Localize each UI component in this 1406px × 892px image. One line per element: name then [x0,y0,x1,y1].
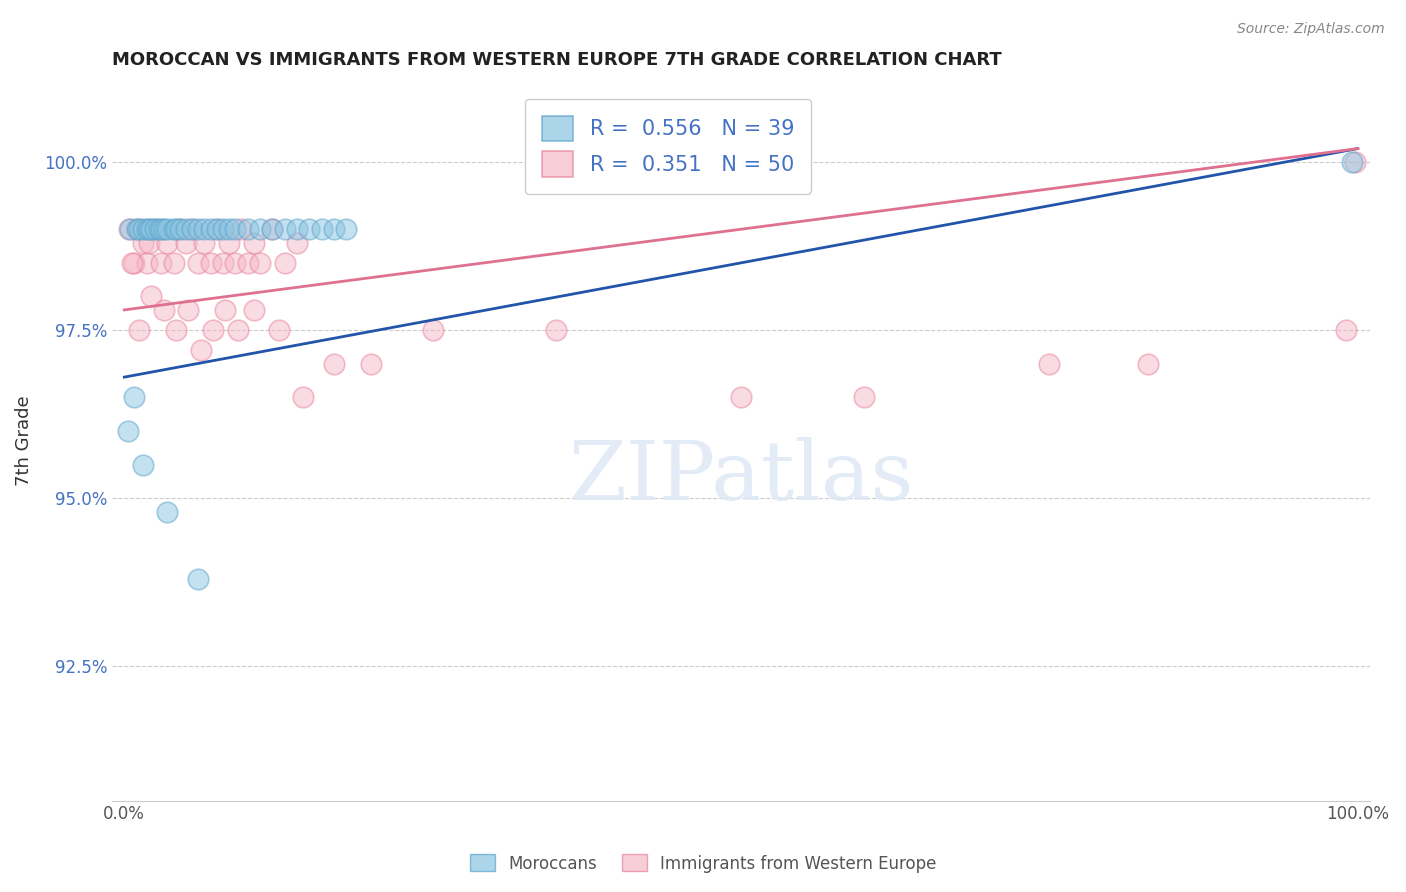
Point [323,357,346,371]
Point [150,222,173,236]
Point [163,222,186,236]
Point [165,323,187,337]
Point [143,222,166,236]
Point [169,222,191,236]
Point [311,222,333,236]
Point [285,222,308,236]
Point [132,458,155,472]
Text: Source: ZipAtlas.com: Source: ZipAtlas.com [1237,22,1385,37]
Point [205,222,228,236]
Point [1137,357,1160,371]
Point [177,302,200,317]
Point [193,222,215,236]
Point [132,235,155,250]
Text: ZIPatlas: ZIPatlas [568,437,914,517]
Point [236,256,259,270]
Point [152,222,174,236]
Point [122,256,145,270]
Point [205,222,228,236]
Point [150,256,173,270]
Point [156,505,179,519]
Point [148,222,170,236]
Point [249,222,271,236]
Point [165,222,187,236]
Point [200,222,222,236]
Point [267,323,290,337]
Point [422,323,444,337]
Point [187,572,209,586]
Point [544,323,567,337]
Point [243,235,266,250]
Point [1344,155,1367,169]
Point [190,343,212,358]
Point [262,222,284,236]
Point [285,235,308,250]
Point [853,390,876,404]
Point [163,256,186,270]
Y-axis label: 7th Grade: 7th Grade [15,396,32,486]
Point [120,222,142,236]
Point [360,357,382,371]
Point [121,256,143,270]
Point [128,222,150,236]
Point [125,222,148,236]
Point [156,222,179,236]
Point [135,222,157,236]
Point [143,222,166,236]
Point [138,222,160,236]
Point [174,222,197,236]
Point [218,235,240,250]
Point [730,390,752,404]
Point [1038,357,1060,371]
Point [226,323,249,337]
Point [218,222,240,236]
Point [224,256,246,270]
Point [187,256,209,270]
Point [141,289,163,303]
Point [193,235,215,250]
Point [181,222,204,236]
Point [187,222,209,236]
Point [169,222,191,236]
Point [181,222,204,236]
Text: MOROCCAN VS IMMIGRANTS FROM WESTERN EUROPE 7TH GRADE CORRELATION CHART: MOROCCAN VS IMMIGRANTS FROM WESTERN EURO… [112,51,1001,69]
Point [292,390,315,404]
Legend: Moroccans, Immigrants from Western Europe: Moroccans, Immigrants from Western Europ… [463,847,943,880]
Point [231,222,253,236]
Point [224,222,246,236]
Point [132,222,155,236]
Point [200,256,222,270]
Point [118,222,141,236]
Point [212,256,235,270]
Point [156,235,179,250]
Point [1334,323,1357,337]
Point [323,222,346,236]
Point [122,390,145,404]
Point [152,302,174,317]
Point [249,256,271,270]
Point [174,235,197,250]
Point [135,256,157,270]
Point [335,222,357,236]
Point [1340,155,1362,169]
Point [117,424,139,438]
Point [236,222,259,236]
Point [125,222,148,236]
Point [214,302,236,317]
Point [212,222,235,236]
Point [298,222,321,236]
Point [262,222,284,236]
Point [138,235,160,250]
Point [202,323,225,337]
Point [273,256,295,270]
Point [141,222,163,236]
Point [128,323,150,337]
Point [243,302,266,317]
Legend: R =  0.556   N = 39, R =  0.351   N = 50: R = 0.556 N = 39, R = 0.351 N = 50 [524,99,811,194]
Point [273,222,295,236]
